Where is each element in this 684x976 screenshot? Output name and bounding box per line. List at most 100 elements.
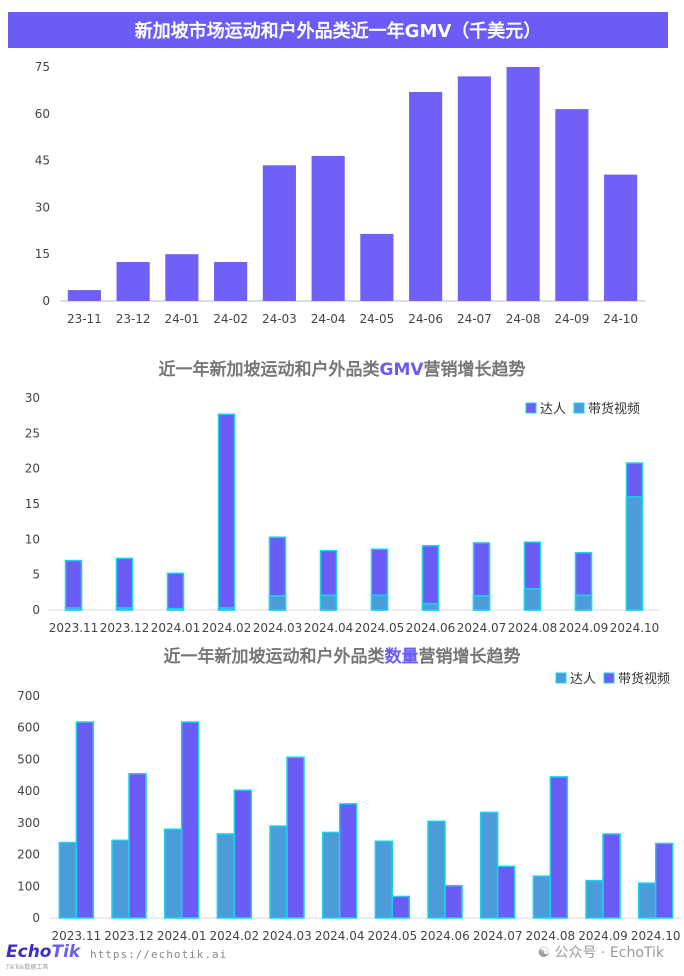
bar-influencer-2024.09 <box>585 879 604 919</box>
y-tick-label: 0 <box>32 911 40 925</box>
bar-video-2024.10 <box>625 496 644 611</box>
y-tick-label: 15 <box>35 247 50 261</box>
bar-video-2024.04 <box>338 803 358 919</box>
x-tick-label: 24-02 <box>213 312 248 326</box>
x-tick-label: 2023.11 <box>49 621 99 635</box>
y-tick-label: 20 <box>25 462 40 476</box>
x-tick-label: 24-06 <box>408 312 443 326</box>
x-tick-label: 2024.05 <box>355 621 405 635</box>
y-tick-label: 600 <box>17 721 40 735</box>
bar-video-2024.08 <box>549 776 569 919</box>
y-tick-label: 0 <box>32 603 40 617</box>
y-tick-label: 100 <box>17 879 40 893</box>
legend-video-label: 带货视频 <box>618 671 670 687</box>
bar-24-10 <box>604 174 638 301</box>
bar-video-2024.05 <box>370 594 389 611</box>
logo-part-b: Tik <box>51 942 81 962</box>
bar-24-05 <box>360 233 394 301</box>
bar-influencer-2024.02 <box>216 833 236 919</box>
bar-video-2024.01 <box>166 607 185 611</box>
bar-video-2024.06 <box>444 884 463 919</box>
x-tick-label: 24-08 <box>506 312 541 326</box>
x-tick-label: 2024.06 <box>420 929 470 943</box>
bar-influencer-2023.11 <box>58 841 78 919</box>
wechat-icon: ☯ <box>537 945 551 961</box>
x-tick-label: 2023.12 <box>100 621 150 635</box>
x-tick-label: 23-11 <box>67 312 102 326</box>
chart2-title: 近一年新加坡运动和户外品类GMV营销增长趋势 <box>0 355 684 380</box>
x-tick-label: 24-10 <box>603 312 638 326</box>
bar-influencer-2024.06 <box>427 820 446 919</box>
y-tick-label: 300 <box>17 816 40 830</box>
x-tick-label: 23-12 <box>116 312 151 326</box>
x-tick-label: 2024.03 <box>262 929 312 943</box>
bar-video-2024.02 <box>233 789 253 919</box>
bar-influencer-2023.12 <box>115 557 134 611</box>
echotik-logo: EchoTik <box>6 942 80 962</box>
x-tick-label: 24-07 <box>457 312 492 326</box>
bar-video-2023.11 <box>75 721 95 919</box>
bar-video-2024.07 <box>496 865 516 919</box>
x-tick-label: 2024.02 <box>210 929 260 943</box>
chart3-title-highlight: 数量 <box>384 647 419 667</box>
legend-influencer-label: 达人 <box>540 402 566 417</box>
legend-video-label: 带货视频 <box>588 401 640 417</box>
bar-influencer-2023.11 <box>64 559 83 611</box>
bar-video-2024.05 <box>391 895 411 919</box>
wechat-watermark: ☯ 公众号 · EchoTik <box>538 942 664 962</box>
bar-24-07 <box>457 76 491 301</box>
logo-subtitle: TikTok数据工具 <box>6 964 49 971</box>
bar-video-2023.12 <box>128 772 147 919</box>
y-tick-label: 400 <box>17 784 40 798</box>
bar-influencer-2023.12 <box>111 839 130 919</box>
y-tick-label: 25 <box>25 426 40 440</box>
y-tick-label: 5 <box>32 568 40 582</box>
bar-influencer-2024.03 <box>269 825 288 919</box>
bar-video-2024.04 <box>319 594 338 611</box>
y-tick-label: 700 <box>17 689 40 703</box>
bar-23-11 <box>67 290 101 301</box>
gmv-marketing-bar-chart: 0 5 10 15 20 25 30 2023.11 2023.12 2024.01 2024.02… <box>25 391 660 635</box>
y-tick-label: 30 <box>25 391 40 405</box>
logo-part-a: Echo <box>6 942 52 962</box>
chart3-title-text: 近一年新加坡运动和户外品类 <box>163 647 385 667</box>
chart2-title-suffix: 营销增长趋势 <box>423 360 526 380</box>
legend-video-swatch <box>573 402 585 414</box>
bar-influencer-2024.07 <box>479 811 499 919</box>
bar-influencer-2024.10 <box>637 882 657 919</box>
bar-23-12 <box>116 262 150 301</box>
x-tick-label: 2024.01 <box>151 621 201 635</box>
x-tick-label: 2024.02 <box>202 621 252 635</box>
bar-24-08 <box>506 67 540 301</box>
x-tick-label: 2024.07 <box>473 929 523 943</box>
x-tick-label: 24-03 <box>262 312 297 326</box>
bar-influencer-2024.05 <box>374 840 394 919</box>
x-tick-label: 2024.08 <box>526 929 576 943</box>
x-tick-label: 2023.12 <box>104 929 154 943</box>
x-tick-label: 2024.10 <box>610 621 660 635</box>
bar-influencer-2024.02 <box>217 413 236 611</box>
bar-24-01 <box>165 254 199 301</box>
x-tick-label: 2024.09 <box>578 929 628 943</box>
y-tick-label: 10 <box>25 532 40 546</box>
y-tick-label: 15 <box>25 497 40 511</box>
legend-influencer-swatch <box>555 672 567 684</box>
bar-video-2024.08 <box>523 588 542 611</box>
bar-24-03 <box>262 165 296 301</box>
chart3-title-suffix: 营销增长趋势 <box>418 647 521 667</box>
chart2-title-highlight: GMV <box>379 360 424 380</box>
x-tick-label: 24-05 <box>359 312 394 326</box>
bar-video-2023.11 <box>64 607 83 611</box>
footer-url: https://echotik.ai <box>90 948 228 961</box>
gmv-monthly-bar-chart: 0 15 30 45 60 75 23-11 23-12 24-01 24-02 24-03 24-0… <box>35 60 645 326</box>
legend-influencer-swatch <box>525 402 537 414</box>
chart3-title: 近一年新加坡运动和户外品类数量营销增长趋势 <box>0 642 684 667</box>
legend-video-swatch <box>603 672 615 684</box>
x-tick-label: 2024.03 <box>253 621 303 635</box>
x-tick-label: 2024.10 <box>631 929 681 943</box>
x-tick-label: 2024.05 <box>368 929 418 943</box>
legend-influencer-label: 达人 <box>570 672 596 687</box>
x-tick-label: 2024.01 <box>157 929 207 943</box>
bar-video-2023.12 <box>115 607 134 611</box>
